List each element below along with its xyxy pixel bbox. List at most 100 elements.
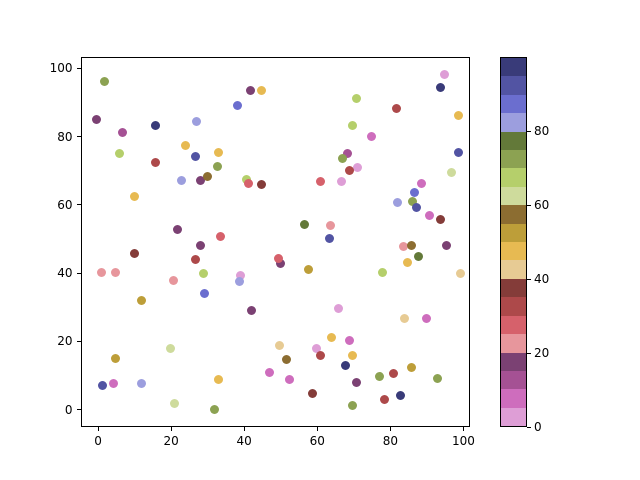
scatter-point — [243, 178, 253, 188]
scatter-point — [392, 104, 402, 114]
scatter-point — [377, 268, 387, 278]
scatter-point — [216, 231, 226, 241]
scatter-point — [435, 83, 445, 93]
scatter-point — [177, 176, 187, 186]
colorbar-band — [501, 352, 526, 371]
y-tick-label: 100 — [49, 61, 73, 76]
scatter-point — [118, 127, 128, 137]
scatter-point — [203, 172, 213, 182]
colorbar-band — [501, 205, 526, 224]
scatter-point — [352, 378, 362, 388]
y-tick-label: 60 — [57, 197, 73, 212]
scatter-point — [453, 110, 463, 120]
scatter-point — [403, 257, 413, 267]
scatter-point — [446, 168, 456, 178]
scatter-point — [170, 398, 180, 408]
scatter-point — [344, 166, 354, 176]
scatter-point — [412, 203, 422, 213]
colorbar-tick-label: 80 — [534, 124, 550, 138]
scatter-point — [413, 251, 423, 261]
y-tick-label: 0 — [64, 402, 73, 417]
colorbar-band — [501, 168, 526, 187]
colorbar-band — [501, 278, 526, 298]
scatter-point — [214, 148, 224, 158]
colorbar-band — [501, 389, 526, 408]
scatter-point — [380, 394, 390, 404]
scatter-point — [246, 305, 256, 315]
scatter-point — [432, 374, 442, 384]
colorbar-band — [501, 334, 526, 353]
y-tick-label: 20 — [57, 334, 73, 349]
scatter-point — [407, 240, 417, 250]
x-tick-mark — [97, 427, 99, 431]
colorbar-band — [501, 407, 526, 427]
colorbar-tick-label: 0 — [534, 420, 542, 434]
scatter-point — [213, 162, 223, 172]
scatter-point — [406, 363, 416, 373]
scatter-point — [344, 336, 354, 346]
colorbar-tick-label: 20 — [534, 346, 550, 360]
scatter-point — [316, 350, 326, 360]
y-tick-mark — [76, 67, 81, 69]
scatter-point — [455, 268, 465, 278]
scatter-point — [442, 240, 452, 250]
scatter-point — [348, 401, 358, 411]
scatter-point — [99, 76, 109, 86]
scatter-point — [417, 178, 427, 188]
scatter-point — [232, 100, 242, 110]
y-tick-mark — [76, 340, 81, 342]
scatter-point — [192, 116, 202, 126]
y-tick-mark — [76, 272, 81, 274]
scatter-point — [337, 153, 347, 163]
x-tick-mark — [170, 427, 172, 431]
scatter-point — [285, 374, 295, 384]
scatter-point — [166, 343, 176, 353]
scatter-point — [214, 375, 224, 385]
scatter-point — [173, 224, 183, 234]
scatter-point — [276, 258, 286, 268]
y-tick-label: 80 — [57, 129, 73, 144]
scatter-point — [235, 276, 245, 286]
scatter-point — [424, 210, 434, 220]
colorbar-tick-label: 60 — [534, 198, 550, 212]
scatter-point — [108, 379, 118, 389]
scatter-point — [325, 233, 335, 243]
scatter-point — [169, 276, 179, 286]
scatter-point — [274, 340, 284, 350]
scatter-point — [421, 313, 431, 323]
scatter-point — [191, 254, 201, 264]
colorbar-band — [501, 150, 526, 169]
y-tick-mark — [76, 409, 81, 411]
colorbar-tick-mark — [527, 204, 531, 206]
colorbar-tick-mark — [527, 278, 531, 280]
scatter-point — [111, 353, 121, 363]
scatter-point — [129, 192, 139, 202]
scatter-point — [399, 241, 408, 251]
scatter-point — [96, 268, 106, 278]
colorbar-band — [501, 260, 526, 279]
scatter-point — [439, 69, 449, 79]
scatter-point — [312, 344, 322, 354]
scatter-point — [274, 254, 284, 264]
scatter-point — [236, 270, 246, 280]
scatter-point — [353, 162, 363, 172]
scatter-point — [198, 268, 208, 278]
scatter-point — [326, 221, 336, 231]
scatter-point — [199, 289, 209, 299]
scatter-point — [408, 196, 418, 206]
scatter-point — [308, 389, 318, 399]
scatter-point — [137, 379, 147, 389]
scatter-point — [264, 368, 274, 378]
scatter-point — [316, 177, 326, 187]
scatter-point — [111, 268, 121, 278]
colorbar-tick-label: 40 — [534, 272, 550, 286]
colorbar-band — [501, 94, 526, 114]
colorbar-band — [501, 186, 526, 206]
x-tick-label: 0 — [94, 434, 102, 448]
scatter-point — [435, 214, 445, 224]
x-tick-label: 100 — [451, 434, 475, 448]
x-tick-label: 40 — [236, 434, 252, 448]
scatter-point — [337, 177, 347, 187]
y-tick-label: 40 — [57, 266, 73, 281]
scatter-point — [327, 333, 337, 343]
